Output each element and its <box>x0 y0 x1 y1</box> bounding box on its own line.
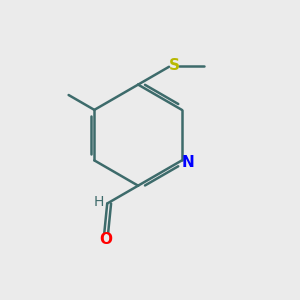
Text: N: N <box>182 155 195 170</box>
Text: O: O <box>99 232 112 247</box>
Text: S: S <box>169 58 180 73</box>
Text: H: H <box>94 195 104 209</box>
